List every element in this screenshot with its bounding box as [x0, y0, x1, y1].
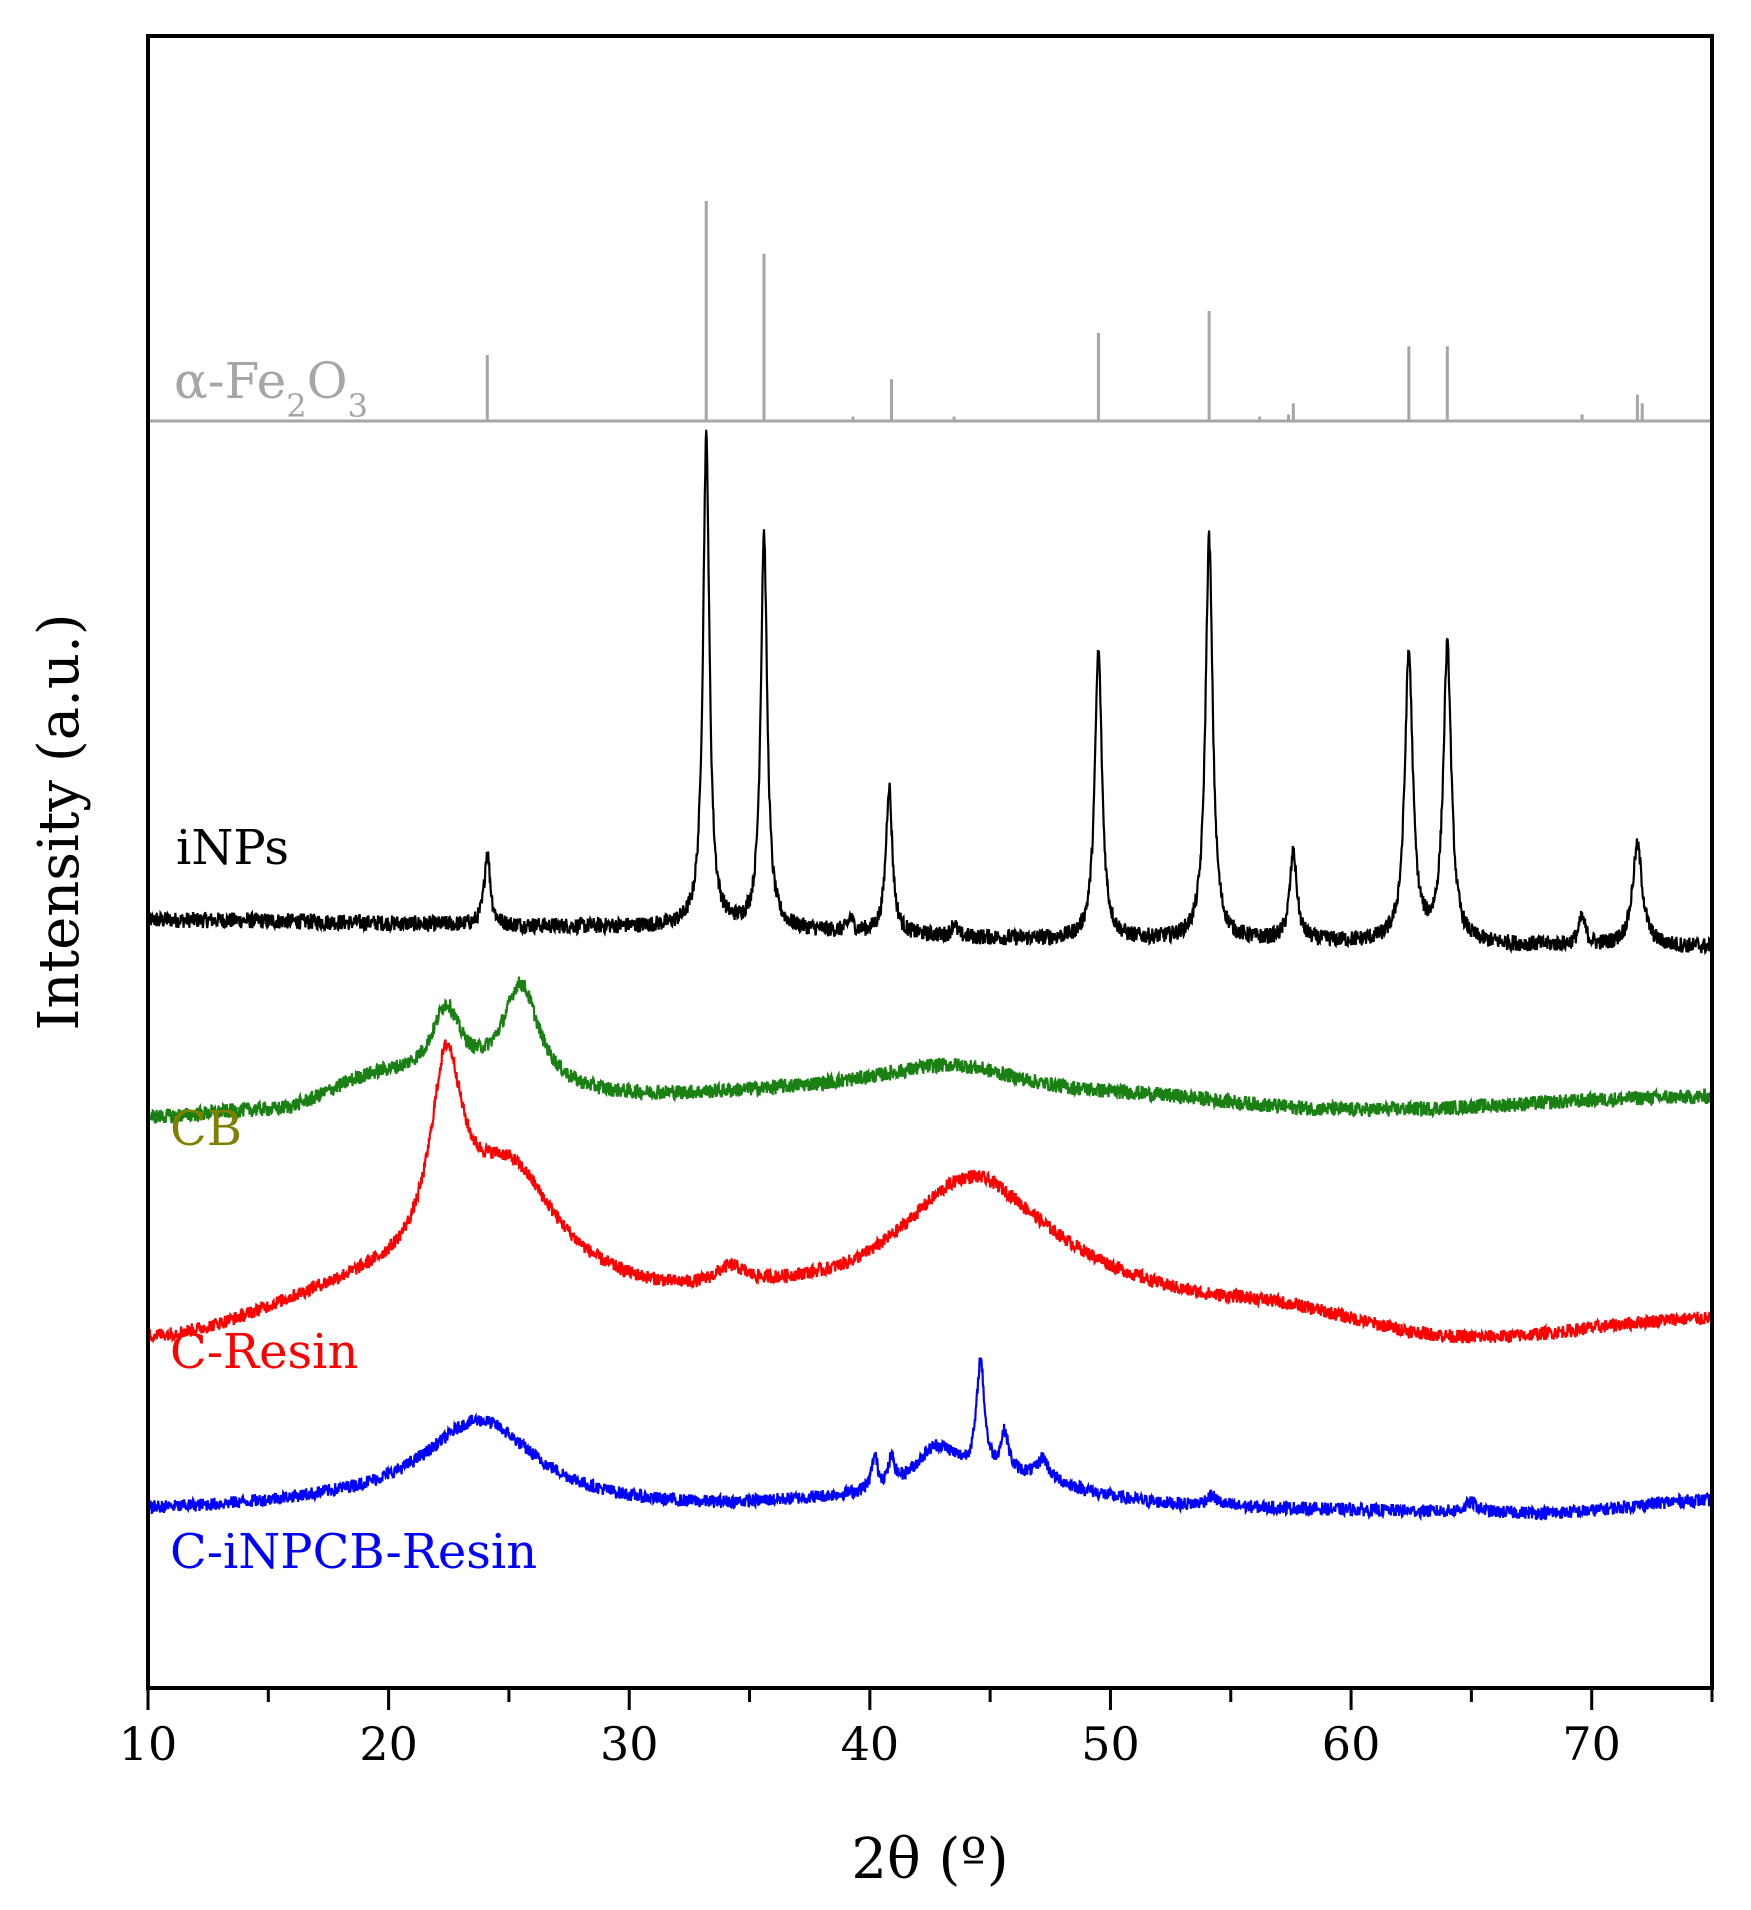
reference-label-mid: O: [307, 352, 348, 410]
reference-label-sub2: 3: [348, 387, 368, 425]
x-tick-label-20: 20: [359, 1717, 418, 1771]
series-line-cb: [146, 976, 1714, 1124]
reference-label-prefix: α-Fe: [174, 352, 286, 410]
series-labels: iNPs CB C-Resin C-iNPCB-Resin: [170, 820, 537, 1580]
series-label-inps: iNPs: [176, 820, 289, 876]
series-line-c-inpcb-resin: [146, 1357, 1714, 1522]
x-axis-tick-labels: 10 20 30 40 50 60 70: [119, 1717, 1621, 1771]
series-line-c-resin: [146, 1039, 1714, 1344]
x-tick-label-70: 70: [1562, 1717, 1621, 1771]
series-label-c-resin: C-Resin: [170, 1324, 358, 1380]
plot-frame: [146, 34, 1714, 1690]
y-axis-title: Intensity (a.u.): [27, 613, 92, 1030]
x-tick-label-40: 40: [841, 1717, 900, 1771]
x-tick-label-10: 10: [119, 1717, 178, 1771]
x-axis-ticks: [146, 1688, 1714, 1710]
reference-label: α-Fe2O3: [174, 352, 368, 425]
series-line-inps: [146, 429, 1714, 956]
reference-label-sub1: 2: [286, 387, 306, 425]
x-tick-label-30: 30: [600, 1717, 659, 1771]
series-lines: [146, 429, 1714, 1522]
series-label-c-inpcb-resin: C-iNPCB-Resin: [170, 1524, 537, 1580]
x-tick-label-60: 60: [1322, 1717, 1381, 1771]
reference-stick-pattern: [485, 201, 1644, 421]
x-axis-title: 2θ (º): [851, 1827, 1008, 1892]
series-label-cb: CB: [170, 1101, 242, 1157]
x-tick-label-50: 50: [1081, 1717, 1140, 1771]
